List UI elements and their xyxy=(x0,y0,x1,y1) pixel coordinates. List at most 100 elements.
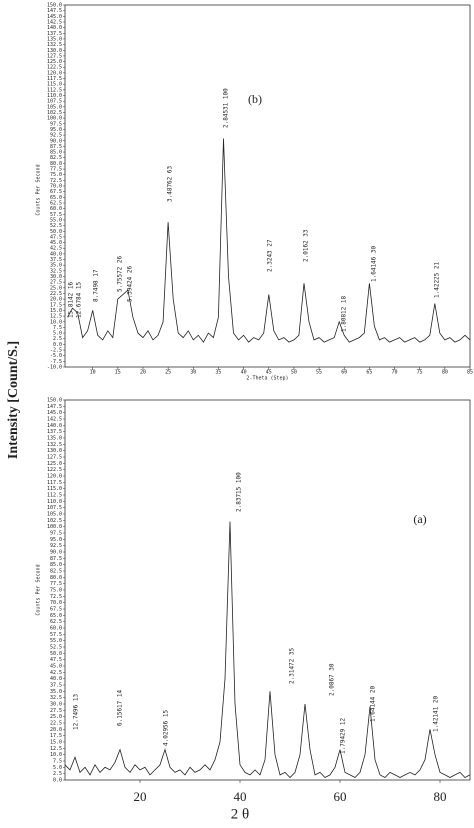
y-tick-label: 60.0 xyxy=(50,206,62,212)
x-tick-label: 85 xyxy=(467,370,473,376)
x-tick-label: 70 xyxy=(392,370,398,376)
y-tick-label: 102.5 xyxy=(47,518,62,524)
y-tick-label: 90.0 xyxy=(50,550,62,556)
y-tick-label: 0.0 xyxy=(53,342,62,348)
y-tick-label: 17.5 xyxy=(50,733,62,739)
y-tick-label: 55.0 xyxy=(50,638,62,644)
x-tick-label: 15 xyxy=(115,370,121,376)
y-tick-label: 82.5 xyxy=(50,155,62,161)
y-tick-label: 10.0 xyxy=(50,752,62,758)
peak-annotation: 2.0162 33 xyxy=(303,229,310,262)
y-tick-label: 27.5 xyxy=(50,280,62,286)
y-tick-label: 142.5 xyxy=(47,19,62,25)
y-tick-label: 72.5 xyxy=(50,594,62,600)
x-tick-label: 50 xyxy=(291,370,297,376)
y-tick-label: 2.5 xyxy=(53,771,62,777)
y-axis-title: Counts Per Second xyxy=(36,164,42,215)
y-tick-label: 112.5 xyxy=(47,87,62,93)
y-tick-label: 100.0 xyxy=(47,116,62,122)
x-tick-label: 30 xyxy=(190,370,196,376)
y-tick-label: 145.0 xyxy=(47,14,62,20)
y-tick-label: 97.5 xyxy=(50,531,62,537)
y-tick-label: 72.5 xyxy=(50,178,62,184)
y-tick-label: 52.5 xyxy=(50,223,62,229)
x-tick-label: 45 xyxy=(266,370,272,376)
y-tick-label: 7.5 xyxy=(53,325,62,331)
y-tick-label: 37.5 xyxy=(50,257,62,263)
peak-annotation: 5.39424 26 xyxy=(127,265,134,302)
y-tick-label: 130.0 xyxy=(47,48,62,54)
y-tick-label: 112.5 xyxy=(47,493,62,499)
y-tick-label: 45.0 xyxy=(50,664,62,670)
x-tick-label: 40 xyxy=(234,789,247,804)
y-tick-label: -5.0 xyxy=(50,353,62,359)
y-tick-label: 35.0 xyxy=(50,689,62,695)
y-tick-label: 115.0 xyxy=(47,82,62,88)
y-tick-label: 97.5 xyxy=(50,121,62,127)
y-tick-label: 20.0 xyxy=(50,727,62,733)
peak-annotation: 1.42225 21 xyxy=(434,261,441,298)
y-tick-label: 150.0 xyxy=(47,398,62,404)
x-tick-label: 60 xyxy=(334,789,347,804)
x-axis-title: 2-Theta (Step) xyxy=(246,376,288,382)
y-tick-label: 67.5 xyxy=(50,189,62,195)
y-tick-label: 17.5 xyxy=(50,302,62,308)
y-tick-label: 137.5 xyxy=(47,31,62,37)
y-tick-label: 37.5 xyxy=(50,683,62,689)
x-tick-label: 65 xyxy=(366,370,372,376)
y-tick-label: 102.5 xyxy=(47,110,62,116)
y-tick-label: 85.0 xyxy=(50,562,62,568)
peak-annotation: 1.42141 20 xyxy=(433,695,440,732)
peak-annotation: 3.48762 63 xyxy=(167,165,174,202)
y-tick-label: 0.0 xyxy=(53,778,62,784)
y-tick-label: 107.5 xyxy=(47,99,62,105)
y-tick-label: 2.5 xyxy=(53,336,62,342)
y-tick-label: 15.0 xyxy=(50,740,62,746)
peak-annotation: 2.84531 100 xyxy=(223,88,230,128)
y-tick-label: 20.0 xyxy=(50,297,62,303)
y-tick-label: 135.0 xyxy=(47,36,62,42)
y-tick-label: 145.0 xyxy=(47,410,62,416)
y-tick-label: 5.0 xyxy=(53,765,62,771)
y-tick-label: 87.5 xyxy=(50,556,62,562)
y-tick-label: 60.0 xyxy=(50,626,62,632)
peak-annotation: 2.0867 30 xyxy=(329,663,336,696)
y-tick-label: -7.5 xyxy=(50,359,62,365)
y-tick-label: 42.5 xyxy=(50,246,62,252)
peak-annotation: 1.64144 20 xyxy=(370,685,377,722)
y-tick-label: 87.5 xyxy=(50,144,62,150)
y-tick-label: 107.5 xyxy=(47,505,62,511)
y-tick-label: 57.5 xyxy=(50,212,62,218)
y-tick-label: 117.5 xyxy=(47,480,62,486)
y-tick-label: 82.5 xyxy=(50,569,62,575)
y-tick-label: 40.0 xyxy=(50,251,62,257)
y-tick-label: 15.0 xyxy=(50,308,62,314)
y-tick-label: 132.5 xyxy=(47,42,62,48)
y-tick-label: 105.0 xyxy=(47,512,62,518)
y-tick-label: 77.5 xyxy=(50,167,62,173)
spectrum-line xyxy=(64,521,471,779)
y-tick-label: 115.0 xyxy=(47,486,62,492)
y-tick-label: 130.0 xyxy=(47,448,62,454)
peak-annotation: 8.7498 17 xyxy=(93,269,100,302)
y-tick-label: 67.5 xyxy=(50,607,62,613)
y-tick-label: 22.5 xyxy=(50,291,62,297)
y-tick-label: 117.5 xyxy=(47,76,62,82)
x-tick-label: 20 xyxy=(140,370,146,376)
x-tick-label: 75 xyxy=(417,370,423,376)
y-tick-label: 105.0 xyxy=(47,104,62,110)
x-tick-label: 25 xyxy=(165,370,171,376)
y-tick-label: 65.0 xyxy=(50,195,62,201)
y-tick-label: 65.0 xyxy=(50,613,62,619)
y-tick-label: 125.0 xyxy=(47,461,62,467)
x-tick-label: 40 xyxy=(241,370,247,376)
peak-annotation: 1.64146 30 xyxy=(371,245,378,282)
x-tick-label: 60 xyxy=(341,370,347,376)
y-tick-label: 125.0 xyxy=(47,59,62,65)
y-tick-label: 32.5 xyxy=(50,695,62,701)
y-tick-label: 147.5 xyxy=(47,8,62,14)
y-tick-label: 137.5 xyxy=(47,429,62,435)
panel-label: (b) xyxy=(248,92,262,106)
spectrum-line xyxy=(67,138,471,343)
